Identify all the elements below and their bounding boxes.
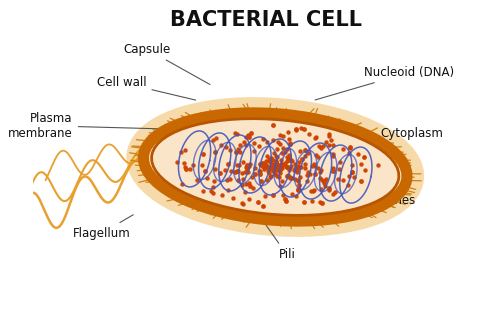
Text: Ribosomes: Ribosomes (306, 179, 416, 207)
Text: Pili: Pili (265, 224, 296, 261)
Ellipse shape (144, 113, 407, 221)
Ellipse shape (152, 119, 399, 215)
Text: Plasma
membrane: Plasma membrane (8, 112, 160, 140)
Text: Cytoplasm: Cytoplasm (336, 127, 443, 140)
Text: Flagellum: Flagellum (73, 215, 133, 240)
Text: Cell wall: Cell wall (97, 76, 196, 100)
Text: Capsule: Capsule (124, 43, 210, 85)
Text: BACTERIAL CELL: BACTERIAL CELL (170, 10, 362, 30)
Text: Nucleoid (DNA): Nucleoid (DNA) (315, 66, 454, 100)
